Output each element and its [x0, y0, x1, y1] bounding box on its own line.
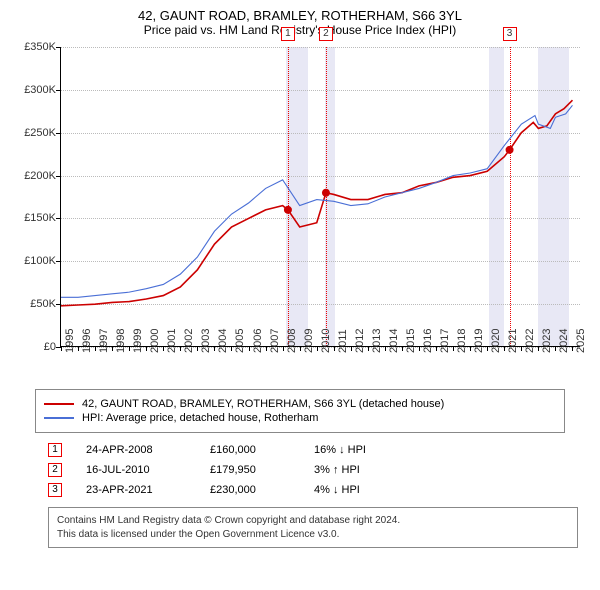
chart-container: 42, GAUNT ROAD, BRAMLEY, ROTHERHAM, S66 … — [0, 0, 600, 590]
y-axis-label: £50K — [30, 298, 56, 310]
x-axis-label: 2000 — [149, 329, 161, 353]
y-axis-label: £0 — [44, 341, 56, 353]
x-axis-label: 2024 — [558, 329, 570, 353]
footer-attribution: Contains HM Land Registry data © Crown c… — [48, 507, 578, 548]
x-axis-label: 2003 — [200, 329, 212, 353]
event-marker-1: 1 — [281, 27, 295, 41]
x-axis-label: 2025 — [575, 329, 587, 353]
legend-label: HPI: Average price, detached house, Roth… — [82, 412, 318, 424]
event-price: £160,000 — [210, 444, 290, 456]
x-axis-label: 1995 — [64, 329, 76, 353]
event-price: £230,000 — [210, 484, 290, 496]
price-marker-dot — [506, 146, 514, 154]
event-hpi: 3% ↑ HPI — [314, 464, 424, 476]
y-axis-label: £100K — [24, 255, 56, 267]
x-axis-label: 2005 — [234, 329, 246, 353]
chart-title: 42, GAUNT ROAD, BRAMLEY, ROTHERHAM, S66 … — [12, 8, 588, 23]
event-date: 16-JUL-2010 — [86, 464, 186, 476]
y-axis-label: £150K — [24, 212, 56, 224]
x-axis-label: 2009 — [303, 329, 315, 353]
x-axis-label: 1996 — [81, 329, 93, 353]
x-axis-label: 1997 — [98, 329, 110, 353]
event-price: £179,950 — [210, 464, 290, 476]
x-axis-label: 2017 — [439, 329, 451, 353]
y-axis-label: £300K — [24, 84, 56, 96]
event-hpi: 16% ↓ HPI — [314, 444, 424, 456]
chart-area: 123 £0 £50K £100K £150K £200K £250K £300K £350K… — [12, 43, 588, 383]
event-number-box: 3 — [48, 483, 62, 497]
x-axis-label: 2018 — [456, 329, 468, 353]
x-axis-label: 2016 — [422, 329, 434, 353]
x-axis-label: 2010 — [320, 329, 332, 353]
event-number-box: 1 — [48, 443, 62, 457]
plot-area: 123 — [60, 47, 580, 347]
y-axis-label: £250K — [24, 127, 56, 139]
event-date: 24-APR-2008 — [86, 444, 186, 456]
x-axis-label: 2014 — [388, 329, 400, 353]
y-axis-label: £200K — [24, 170, 56, 182]
legend-swatch — [44, 417, 74, 419]
x-axis-label: 1999 — [132, 329, 144, 353]
x-axis-label: 2019 — [473, 329, 485, 353]
series-line — [61, 105, 572, 297]
legend-item: HPI: Average price, detached house, Roth… — [44, 412, 556, 424]
events-table: 1 24-APR-2008 £160,000 16% ↓ HPI 2 16-JUL-201… — [48, 443, 578, 497]
x-axis-label: 2012 — [354, 329, 366, 353]
event-row: 1 24-APR-2008 £160,000 16% ↓ HPI — [48, 443, 578, 457]
x-axis-label: 2006 — [252, 329, 264, 353]
x-axis-label: 2021 — [507, 329, 519, 353]
x-axis-label: 2007 — [269, 329, 281, 353]
y-axis-label: £350K — [24, 41, 56, 53]
x-axis-label: 2011 — [337, 329, 349, 353]
x-axis-label: 2015 — [405, 329, 417, 353]
x-axis-label: 2001 — [166, 329, 178, 353]
x-axis-label: 2004 — [217, 329, 229, 353]
price-marker-dot — [322, 189, 330, 197]
x-axis-label: 2008 — [286, 329, 298, 353]
legend-label: 42, GAUNT ROAD, BRAMLEY, ROTHERHAM, S66 … — [82, 398, 444, 410]
footer-line-1: Contains HM Land Registry data © Crown c… — [57, 514, 569, 528]
footer-line-2: This data is licensed under the Open Gov… — [57, 528, 569, 542]
event-marker-3: 3 — [503, 27, 517, 41]
event-hpi: 4% ↓ HPI — [314, 484, 424, 496]
chart-lines — [61, 47, 580, 346]
x-axis-label: 1998 — [115, 329, 127, 353]
legend-swatch — [44, 403, 74, 405]
event-date: 23-APR-2021 — [86, 484, 186, 496]
series-line — [61, 100, 572, 306]
event-row: 2 16-JUL-2010 £179,950 3% ↑ HPI — [48, 463, 578, 477]
x-axis-label: 2002 — [183, 329, 195, 353]
legend-item: 42, GAUNT ROAD, BRAMLEY, ROTHERHAM, S66 … — [44, 398, 556, 410]
price-marker-dot — [284, 206, 292, 214]
x-axis-label: 2022 — [524, 329, 536, 353]
x-axis-label: 2020 — [490, 329, 502, 353]
x-axis-label: 2013 — [371, 329, 383, 353]
x-axis-label: 2023 — [541, 329, 553, 353]
event-marker-2: 2 — [319, 27, 333, 41]
legend: 42, GAUNT ROAD, BRAMLEY, ROTHERHAM, S66 … — [35, 389, 565, 433]
event-row: 3 23-APR-2021 £230,000 4% ↓ HPI — [48, 483, 578, 497]
event-number-box: 2 — [48, 463, 62, 477]
